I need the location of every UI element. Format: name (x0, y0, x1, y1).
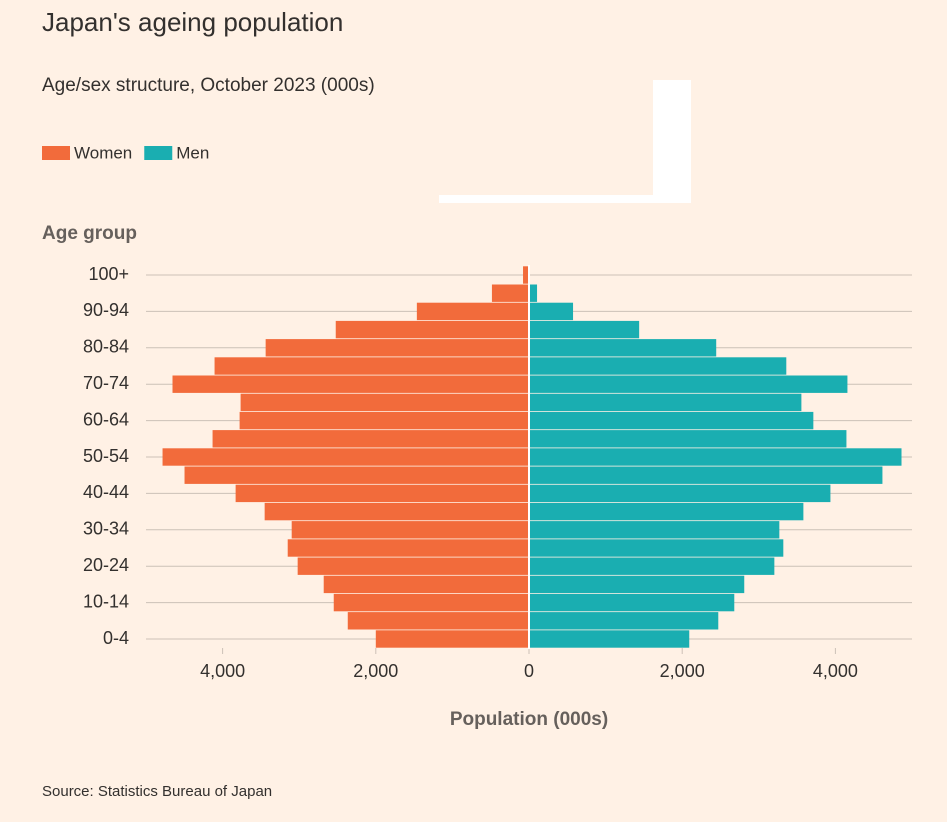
bar (529, 502, 804, 521)
bar (172, 375, 529, 393)
bar (265, 339, 529, 357)
chart-subtitle: Age/sex structure, October 2023 (000s) (42, 75, 375, 96)
bar (491, 284, 529, 302)
x-tick-label: 0 (524, 661, 534, 681)
labels: 0-4 10-14 20-24 30-34 40-44 50-54 60-64 70-74 80… (83, 264, 858, 681)
x-tick-label: 4,000 (813, 661, 858, 681)
legend-swatch (42, 146, 70, 160)
bar (529, 339, 717, 357)
chart-title: Japan's ageing population (42, 7, 343, 37)
x-tick-label: 4,000 (200, 661, 245, 681)
bar (529, 393, 802, 412)
y-tick-label: 50-54 (83, 446, 129, 466)
bar (529, 466, 883, 484)
bar (162, 448, 529, 466)
bar (184, 466, 530, 484)
bar (529, 284, 538, 302)
bar (529, 320, 640, 339)
bar (529, 411, 814, 430)
bar (529, 375, 848, 393)
bar (529, 448, 902, 466)
y-tick-label: 0-4 (103, 628, 129, 648)
bar (333, 593, 529, 612)
y-tick-label: 60-64 (83, 409, 129, 429)
x-axis-title: Population (000s) (450, 709, 608, 730)
source: Source: Statistics Bureau of Japan (42, 783, 272, 800)
bar (235, 484, 529, 503)
bar (347, 612, 529, 630)
bar (240, 393, 529, 412)
y-tick-label: 80-84 (83, 337, 129, 357)
bar (529, 357, 787, 375)
bar (297, 557, 529, 575)
legend-swatch (144, 146, 173, 160)
bar (529, 484, 831, 503)
bar (529, 575, 745, 594)
x-tick-label: 2,000 (660, 661, 705, 681)
bar (529, 539, 784, 557)
bar (523, 266, 529, 284)
bar (264, 502, 529, 521)
y-axis-title: Age group (42, 223, 137, 244)
legend-label: Men (176, 143, 209, 162)
bar (214, 357, 529, 375)
artifact (439, 195, 691, 203)
bar (529, 430, 847, 448)
legend-label: Women (74, 143, 132, 162)
artifact (653, 80, 691, 203)
bar (529, 302, 574, 321)
bar (529, 521, 780, 539)
bar (529, 630, 690, 648)
y-tick-label: 10-14 (83, 591, 129, 611)
x-tick-label: 2,000 (353, 661, 398, 681)
y-tick-label: 100+ (88, 264, 129, 284)
y-tick-label: 70-74 (83, 373, 129, 393)
y-tick-label: 30-34 (83, 519, 129, 539)
bar (323, 575, 529, 594)
bar (375, 630, 529, 648)
bar (529, 557, 775, 575)
y-tick-label: 40-44 (83, 482, 129, 502)
bar (239, 411, 529, 430)
bars (162, 265, 902, 649)
bar (291, 521, 529, 539)
y-tick-label: 90-94 (83, 300, 129, 320)
bar (529, 593, 735, 612)
bar (212, 430, 529, 448)
bar (416, 302, 529, 321)
y-tick-label: 20-24 (83, 555, 129, 575)
bar (335, 320, 529, 339)
bar (287, 539, 529, 557)
bar (529, 612, 719, 630)
